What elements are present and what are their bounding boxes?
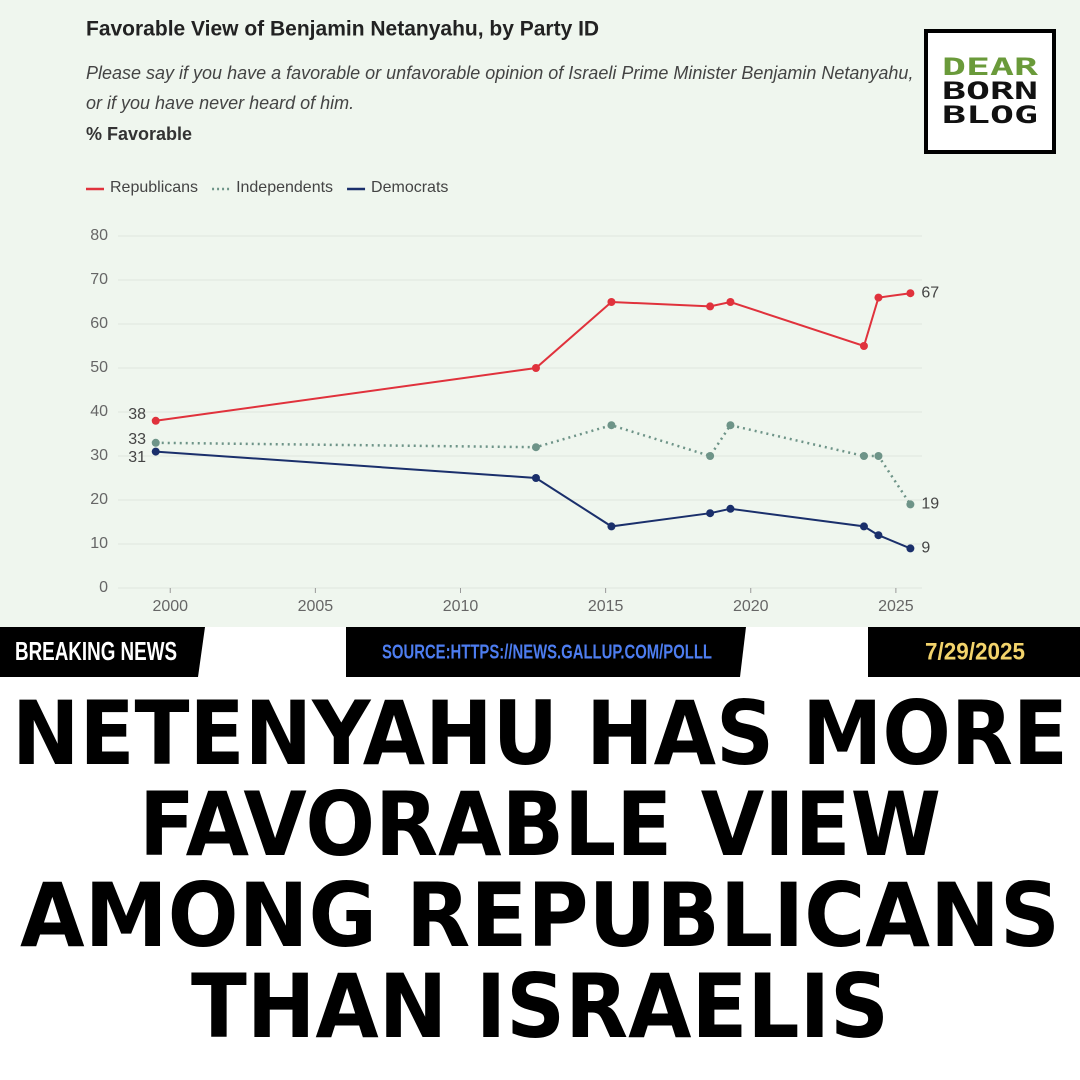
logo-word: DEAR: [942, 53, 1039, 81]
data-point: [706, 452, 715, 460]
data-point: [906, 544, 915, 553]
headline-line: FAVORABLE VIEW: [139, 773, 941, 876]
chart-subtitle: Please say if you have a favorable or un…: [86, 63, 914, 113]
data-point: [726, 298, 735, 306]
series-line: [155, 292, 911, 422]
data-point: [607, 522, 616, 531]
data-point: [151, 438, 160, 447]
end-label: 19: [921, 496, 939, 513]
headline-line: AMONG REPUBLICANS: [20, 864, 1060, 967]
data-point: [531, 474, 540, 482]
logo-frame: [924, 29, 1056, 154]
banner: BREAKING NEWS SOURCE:HTTPS://NEWS.GALLUP…: [0, 627, 1080, 677]
x-tick-label: 2010: [443, 598, 479, 615]
data-point: [859, 342, 868, 350]
y-tick-label: 60: [90, 315, 108, 332]
data-point: [607, 421, 616, 430]
y-tick-label: 80: [90, 227, 108, 244]
data-point: [859, 522, 868, 531]
data-point: [706, 509, 715, 518]
start-label: 38: [128, 406, 146, 423]
chart-background: [0, 0, 1080, 627]
logo-word: BLOG: [942, 101, 1038, 129]
y-axis-label: % Favorable: [86, 124, 192, 144]
legend-label: Republicans: [110, 179, 198, 196]
data-point: [151, 447, 160, 456]
subtitle-box: Please say if you have a favorable or un…: [86, 63, 914, 113]
data-point: [607, 298, 616, 306]
data-point: [874, 293, 883, 302]
x-tick-label: 2015: [588, 598, 624, 615]
data-point: [726, 421, 735, 430]
x-tick-label: 2025: [878, 598, 914, 615]
data-point: [706, 302, 715, 311]
y-tick-label: 30: [90, 447, 108, 464]
y-tick-label: 40: [90, 403, 108, 420]
data-point: [726, 504, 735, 513]
data-point: [531, 443, 540, 452]
legend-label: Independents: [236, 179, 333, 196]
x-tick-label: 2000: [152, 598, 188, 615]
banner-source: SOURCE:HTTPS://NEWS.GALLUP.COM/POLLL: [382, 641, 712, 663]
banner-label: BREAKING NEWS: [15, 636, 177, 666]
y-tick-label: 0: [99, 579, 108, 596]
end-label: 9: [921, 540, 930, 557]
data-point: [531, 364, 540, 372]
y-tick-label: 20: [90, 491, 108, 508]
data-point: [151, 416, 160, 425]
headline-line: NETENYAHU HAS MORE: [12, 682, 1068, 785]
headline-line: THAN ISRAELIS: [191, 955, 889, 1058]
logo-word: BORN: [942, 77, 1038, 105]
banner-label-box: [0, 627, 205, 677]
start-label: 31: [128, 449, 146, 466]
data-point: [906, 289, 915, 298]
data-point: [874, 452, 883, 460]
x-tick-label: 2005: [298, 598, 334, 615]
y-tick-label: 50: [90, 359, 108, 376]
banner-date-box: [868, 627, 1080, 677]
data-point: [906, 500, 915, 509]
data-point: [874, 531, 883, 540]
banner-source-box: [346, 627, 746, 677]
x-tick-label: 2020: [733, 598, 769, 615]
start-label: 33: [128, 431, 146, 448]
y-tick-label: 70: [90, 271, 108, 288]
y-tick-label: 10: [90, 535, 108, 552]
banner-date: 7/29/2025: [925, 638, 1025, 665]
data-point: [859, 452, 868, 460]
end-label: 67: [921, 284, 939, 301]
legend-label: Democrats: [371, 179, 448, 196]
chart-title: Favorable View of Benjamin Netanyahu, by…: [86, 18, 599, 41]
